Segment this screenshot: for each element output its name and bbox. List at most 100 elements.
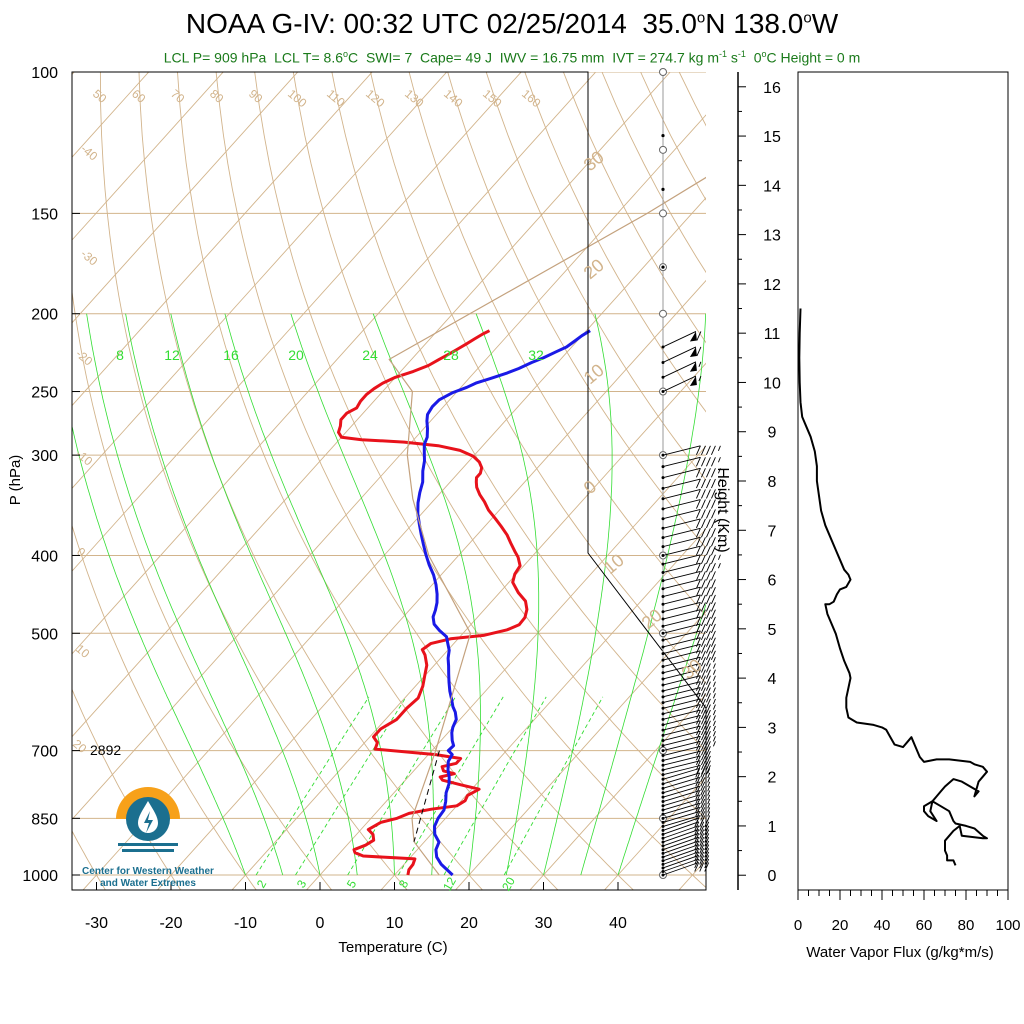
wind-barb xyxy=(661,698,716,710)
wind-barb xyxy=(661,623,716,635)
skewt-axes: 50 60 70 80 90 100 110 120 130 140 150 160-40-30-20… xyxy=(7,65,706,956)
wind-barb xyxy=(661,489,721,501)
index-lcl-t-unit: C xyxy=(348,49,359,66)
title-lat: 35.0 xyxy=(642,8,697,39)
moist-adiabat-label: 28 xyxy=(443,347,459,363)
wind-barb xyxy=(661,527,721,540)
height-tick-label: 2 xyxy=(768,770,777,787)
mixing-ratio-label: 20 xyxy=(499,874,518,893)
logo-wave-2 xyxy=(122,849,174,852)
wind-barb xyxy=(661,790,711,804)
x-tick-label: 0 xyxy=(316,915,325,932)
barb-dot xyxy=(661,133,665,138)
moist-adiabat-line xyxy=(125,313,321,876)
wind-barb xyxy=(661,794,711,808)
dry-adiabat-line xyxy=(795,72,1024,892)
height-tick-label: 7 xyxy=(768,523,777,540)
wind-barb xyxy=(661,862,710,877)
isotherm-label-left: 20 xyxy=(70,737,89,757)
dry-adiabat-line xyxy=(72,688,182,890)
isotherm-line xyxy=(72,72,671,738)
dry-adiabat-label: 100 xyxy=(285,87,310,111)
wind-barb xyxy=(661,840,710,855)
wind-barb xyxy=(661,730,716,743)
dry-adiabat-line xyxy=(834,72,1024,892)
wind-barb xyxy=(661,704,716,716)
height-tick-label: 13 xyxy=(763,228,781,245)
lcl-dashed-line xyxy=(413,750,440,842)
dry-adiabat-label: 70 xyxy=(168,87,187,107)
moist-adiabat-line xyxy=(290,313,434,875)
dry-adiabat-line xyxy=(215,72,634,890)
moist-adiabat-label: 20 xyxy=(288,347,304,363)
moist-adiabat-label: 12 xyxy=(164,347,180,363)
height-tick-label: 5 xyxy=(768,622,777,639)
y-tick-label: 700 xyxy=(31,744,58,761)
title-time: 00:32 UTC 02/25/2014 xyxy=(343,8,627,39)
index-lcl-p: LCL P= 909 hPa xyxy=(163,49,267,66)
mixing-ratio-line xyxy=(397,696,504,876)
isotherm-line xyxy=(72,72,150,158)
mixing-ratio-line xyxy=(503,696,604,876)
dry-adiabat-line xyxy=(99,72,408,890)
title-lat-degree: o xyxy=(696,9,706,27)
isotherm-label-left: 10 xyxy=(73,642,92,662)
wvf-axis-label: Water Vapor Flux (g/kg*m/s) xyxy=(806,944,994,961)
wind-barb xyxy=(661,764,711,777)
skewt-background-lines xyxy=(72,72,1024,892)
isotherm-label-right: 20 xyxy=(580,255,608,283)
wind-barb xyxy=(661,851,710,866)
wvf-tick-label: 20 xyxy=(832,917,849,934)
indices-line: LCL P= 909 hPa LCL T= 8.6oC SWI= 7 Cape=… xyxy=(0,49,1024,66)
wind-barb xyxy=(661,637,716,649)
moist-adiabat-line xyxy=(224,313,395,875)
wind-barb xyxy=(661,772,711,786)
isotherm-line xyxy=(454,610,706,890)
wind-barb xyxy=(661,767,711,781)
moist-adiabat-line xyxy=(543,313,613,876)
mixing-ratio-line xyxy=(443,696,547,876)
parcel-profile xyxy=(388,176,706,876)
chart-title: NOAA G-IV: 00:32 UTC 02/25/2014 35.0oN 1… xyxy=(185,8,839,39)
wvf-tick-label: 40 xyxy=(874,917,891,934)
dry-adiabat-label: 60 xyxy=(129,87,148,107)
skewt-border xyxy=(71,71,707,891)
wvf-profile-line xyxy=(798,308,988,866)
isotherm-label-right: 0 xyxy=(580,476,601,498)
moist-adiabat-line xyxy=(72,424,246,876)
title-lat-hemi: N xyxy=(705,8,726,39)
wind-barb xyxy=(661,745,711,758)
dry-adiabat-label: 140 xyxy=(441,87,466,111)
annotation-2892: 2892 xyxy=(90,742,121,758)
wind-barb xyxy=(661,806,711,820)
wind-barb xyxy=(661,630,716,642)
wind-barb xyxy=(661,847,710,863)
dry-adiabat-line xyxy=(447,72,706,549)
barb-station-circle xyxy=(659,209,667,218)
wind-barb xyxy=(661,785,711,799)
logo-line-1: Center for Western Weather xyxy=(82,866,214,877)
dry-adiabat-line xyxy=(485,72,706,481)
moist-adiabat-label: 32 xyxy=(528,347,544,363)
logo-caption: Center for Western Weather and Water Extr… xyxy=(66,866,230,890)
wvf-tick-label: 100 xyxy=(995,917,1020,934)
y-tick-label: 300 xyxy=(31,448,58,465)
wind-barb xyxy=(661,536,721,549)
index-zero-height-pre: 0 xyxy=(753,49,762,66)
wind-barb xyxy=(661,508,721,521)
moist-adiabat-line xyxy=(170,313,358,876)
wind-barb xyxy=(661,375,702,394)
logo-arc-shape xyxy=(116,787,180,819)
x-tick-label: -10 xyxy=(234,915,257,932)
moist-adiabat-line xyxy=(372,313,481,876)
isotherm-line xyxy=(82,197,706,890)
wind-barb xyxy=(661,562,721,574)
mixing-ratio-label: 5 xyxy=(344,877,360,890)
moist-adiabat-line xyxy=(617,602,706,876)
index-swi: SWI= 7 xyxy=(365,49,413,66)
moist-adiabat-line xyxy=(86,313,284,876)
barb-dot xyxy=(661,265,665,269)
wind-barb xyxy=(661,821,710,836)
wind-barb xyxy=(661,681,716,693)
